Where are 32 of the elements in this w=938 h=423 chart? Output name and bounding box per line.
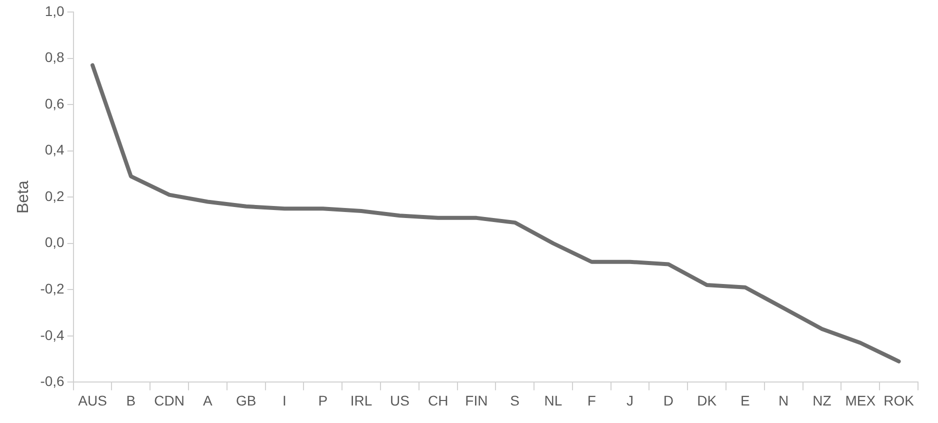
y-tick-label: 1,0 — [44, 2, 65, 19]
x-tick-label: P — [318, 392, 328, 408]
x-tick-label: A — [203, 392, 214, 408]
y-tick-label: 0,2 — [44, 188, 65, 204]
x-tick-label: I — [282, 392, 286, 408]
y-tick-label: 0,6 — [44, 95, 65, 112]
y-tick-label: -0,6 — [40, 373, 65, 390]
y-tick-label: -0,4 — [40, 326, 65, 343]
x-tick-label: S — [510, 392, 520, 408]
x-tick-label: NL — [544, 392, 562, 408]
y-tick-label: 0,0 — [44, 234, 65, 250]
x-tick-label: N — [778, 392, 789, 408]
y-tick-label: 0,4 — [44, 142, 65, 158]
x-tick-label: B — [126, 392, 136, 408]
x-tick-label: US — [390, 392, 410, 408]
x-tick-label: AUS — [78, 392, 107, 408]
x-tick-label: NZ — [812, 392, 832, 408]
x-tick-label: GB — [236, 392, 256, 408]
x-tick-label: FIN — [465, 392, 488, 408]
y-tick-label: -0,2 — [40, 280, 65, 297]
x-tick-label: MEX — [845, 392, 876, 408]
x-tick-label: F — [587, 392, 596, 408]
x-tick-label: J — [626, 392, 634, 408]
x-tick-label: D — [663, 392, 674, 408]
y-tick-label: 0,8 — [44, 49, 65, 66]
x-tick-label: CDN — [154, 392, 184, 408]
y-axis-title: Beta — [15, 180, 32, 214]
x-tick-label: E — [740, 392, 750, 408]
x-tick-label: ROK — [884, 392, 915, 408]
x-tick-label: IRL — [350, 392, 372, 408]
x-tick-label: DK — [697, 392, 718, 408]
x-tick-label: CH — [428, 392, 448, 408]
